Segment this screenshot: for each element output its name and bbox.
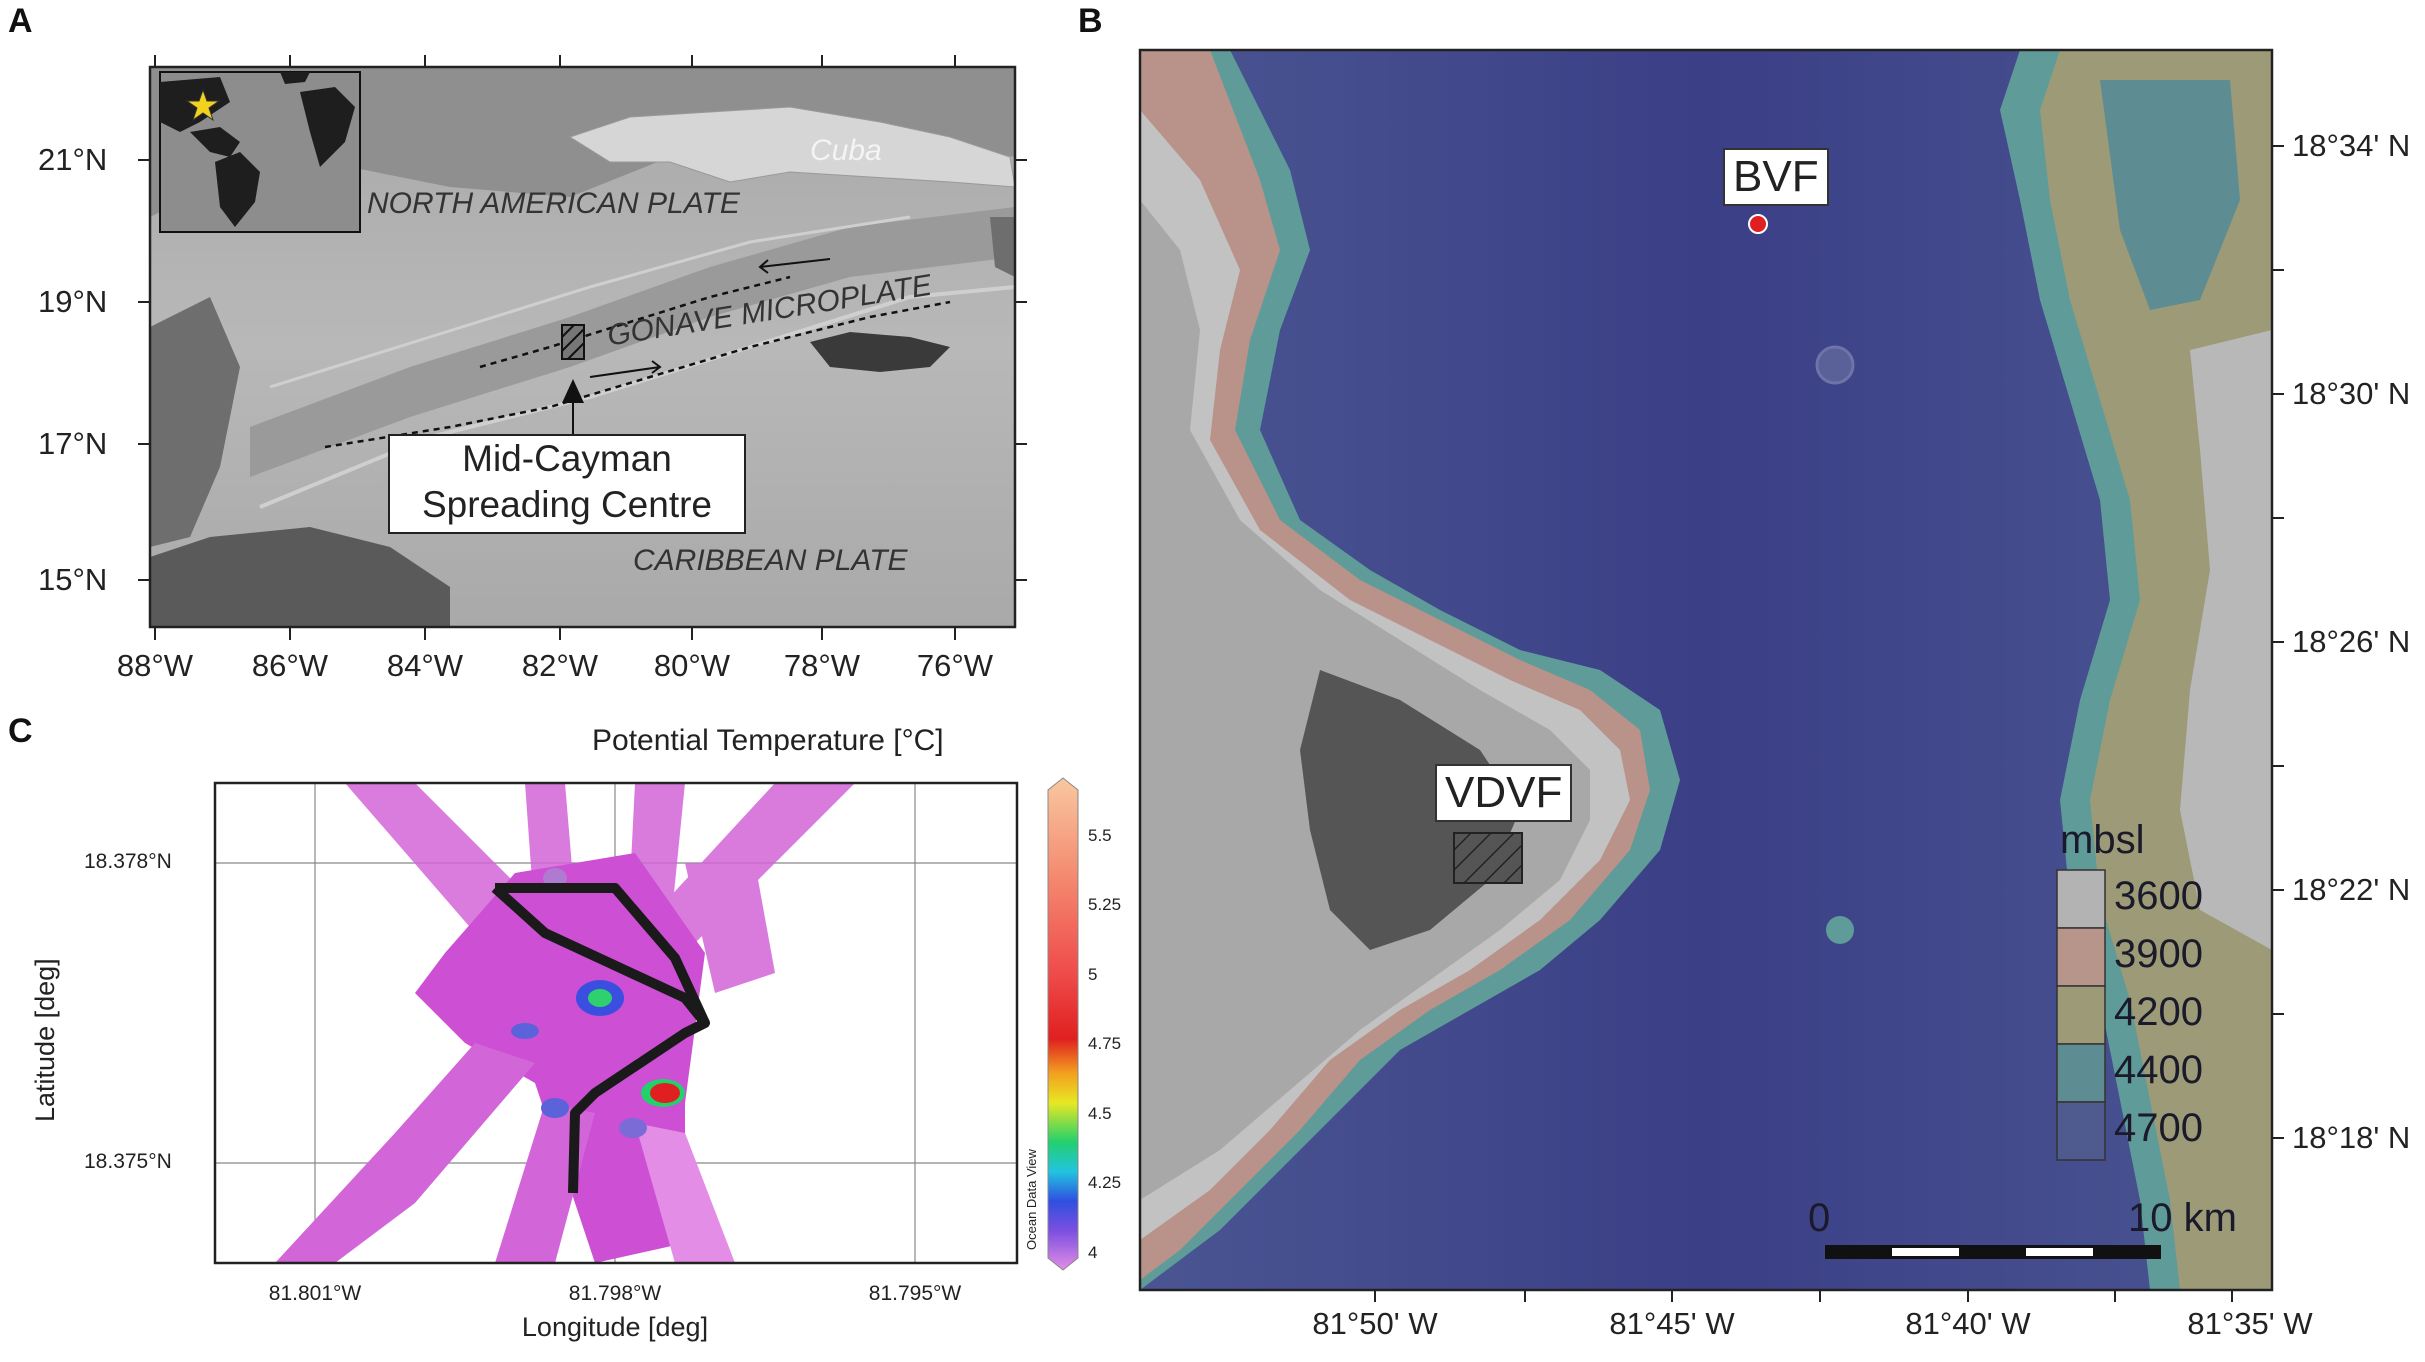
colorbar-tick-4.25: 4.25 <box>1088 1173 1122 1192</box>
a-lon-tick-80: 80°W <box>653 648 731 683</box>
b-lat-tick-1830: 18°30' N <box>2292 376 2411 411</box>
legend-level-4400: 4400 <box>2114 1048 2203 1092</box>
colorbar-tick-5.25: 5.25 <box>1088 895 1122 914</box>
bvf-label: BVF <box>1723 148 1829 206</box>
b-lon-tick-8135: 81°35' W <box>2187 1306 2313 1341</box>
colorbar-tick-5.5: 5.5 <box>1088 826 1112 845</box>
legend-level-4700: 4700 <box>2114 1106 2203 1150</box>
a-lat-tick-21: 21°N <box>38 142 108 177</box>
callout-line-2: Spreading Centre <box>421 484 713 525</box>
a-lon-tick-76: 76°W <box>916 648 994 683</box>
colorbar-tick-4.5: 4.5 <box>1088 1104 1112 1123</box>
colorbar-side-label: Ocean Data View <box>1024 1149 1039 1250</box>
panel-b-letter: B <box>1078 2 1103 40</box>
scale-start-label: 0 <box>1808 1196 1831 1240</box>
c-x-tick-81.801: 81.801°W <box>268 1282 362 1305</box>
a-lon-tick-84: 84°W <box>386 648 464 683</box>
a-lat-tick-19: 19°N <box>38 284 108 319</box>
c-y-tick-18.378: 18.378°N <box>84 850 172 873</box>
b-lat-tick-1822: 18°22' N <box>2292 872 2411 907</box>
colorbar-tick-5: 5 <box>1088 965 1098 984</box>
bvf-marker <box>1748 214 1768 234</box>
panel-c-temperature-plot <box>213 781 1019 1265</box>
a-lon-tick-82: 82°W <box>521 648 599 683</box>
a-lon-tick-88: 88°W <box>116 648 194 683</box>
c-x-tick-81.795: 81.795°W <box>868 1282 962 1305</box>
scale-end-label: 10 km <box>2128 1196 2237 1240</box>
caribbean-plate-label: CARIBBEAN PLATE <box>633 544 908 577</box>
c-x-tick-81.798: 81.798°W <box>568 1282 662 1305</box>
b-lat-tick-1826: 18°26' N <box>2292 624 2411 659</box>
c-y-tick-18.375: 18.375°N <box>84 1150 172 1173</box>
callout-line-1: Mid-Cayman <box>462 438 672 479</box>
panel-a-letter: A <box>8 2 33 40</box>
b-lon-tick-8145: 81°45' W <box>1609 1306 1735 1341</box>
vdvf-label: VDVF <box>1435 764 1573 822</box>
a-lon-tick-86: 86°W <box>251 648 329 683</box>
scale-bar <box>1825 1245 2161 1259</box>
colorbar <box>1047 777 1079 1271</box>
a-lat-tick-17: 17°N <box>38 426 108 461</box>
a-lat-tick-15: 15°N <box>38 562 108 597</box>
north-american-plate-label: NORTH AMERICAN PLATE <box>367 187 740 220</box>
legend-title: mbsl <box>2060 818 2145 862</box>
colorbar-tick-4.75: 4.75 <box>1088 1034 1122 1053</box>
depth-legend-swatches <box>2056 869 2106 1161</box>
a-lon-tick-78: 78°W <box>783 648 861 683</box>
legend-level-3900: 3900 <box>2114 932 2203 976</box>
legend-level-4200: 4200 <box>2114 990 2203 1034</box>
mid-cayman-callout: Mid-Cayman Spreading Centre <box>388 434 746 534</box>
star-shape <box>185 88 221 122</box>
b-lon-tick-8150: 81°50' W <box>1312 1306 1438 1341</box>
b-lon-tick-8140: 81°40' W <box>1905 1306 2031 1341</box>
inset-star-icon <box>185 88 221 122</box>
panel-a-ticks <box>138 55 1027 640</box>
colorbar-tick-4: 4 <box>1088 1243 1098 1262</box>
panel-b-bathymetry-map <box>1138 48 2274 1292</box>
colorbar-title: Potential Temperature [°C] <box>592 724 944 757</box>
legend-level-3600: 3600 <box>2114 874 2203 918</box>
b-lat-tick-1818: 18°18' N <box>2292 1120 2411 1155</box>
cuba-label: Cuba <box>810 134 882 167</box>
b-lat-tick-1834: 18°34' N <box>2292 128 2411 163</box>
panel-c-letter: C <box>8 712 33 750</box>
c-xlabel: Longitude [deg] <box>521 1312 709 1342</box>
c-ylabel: Latitude [deg] <box>30 958 60 1122</box>
